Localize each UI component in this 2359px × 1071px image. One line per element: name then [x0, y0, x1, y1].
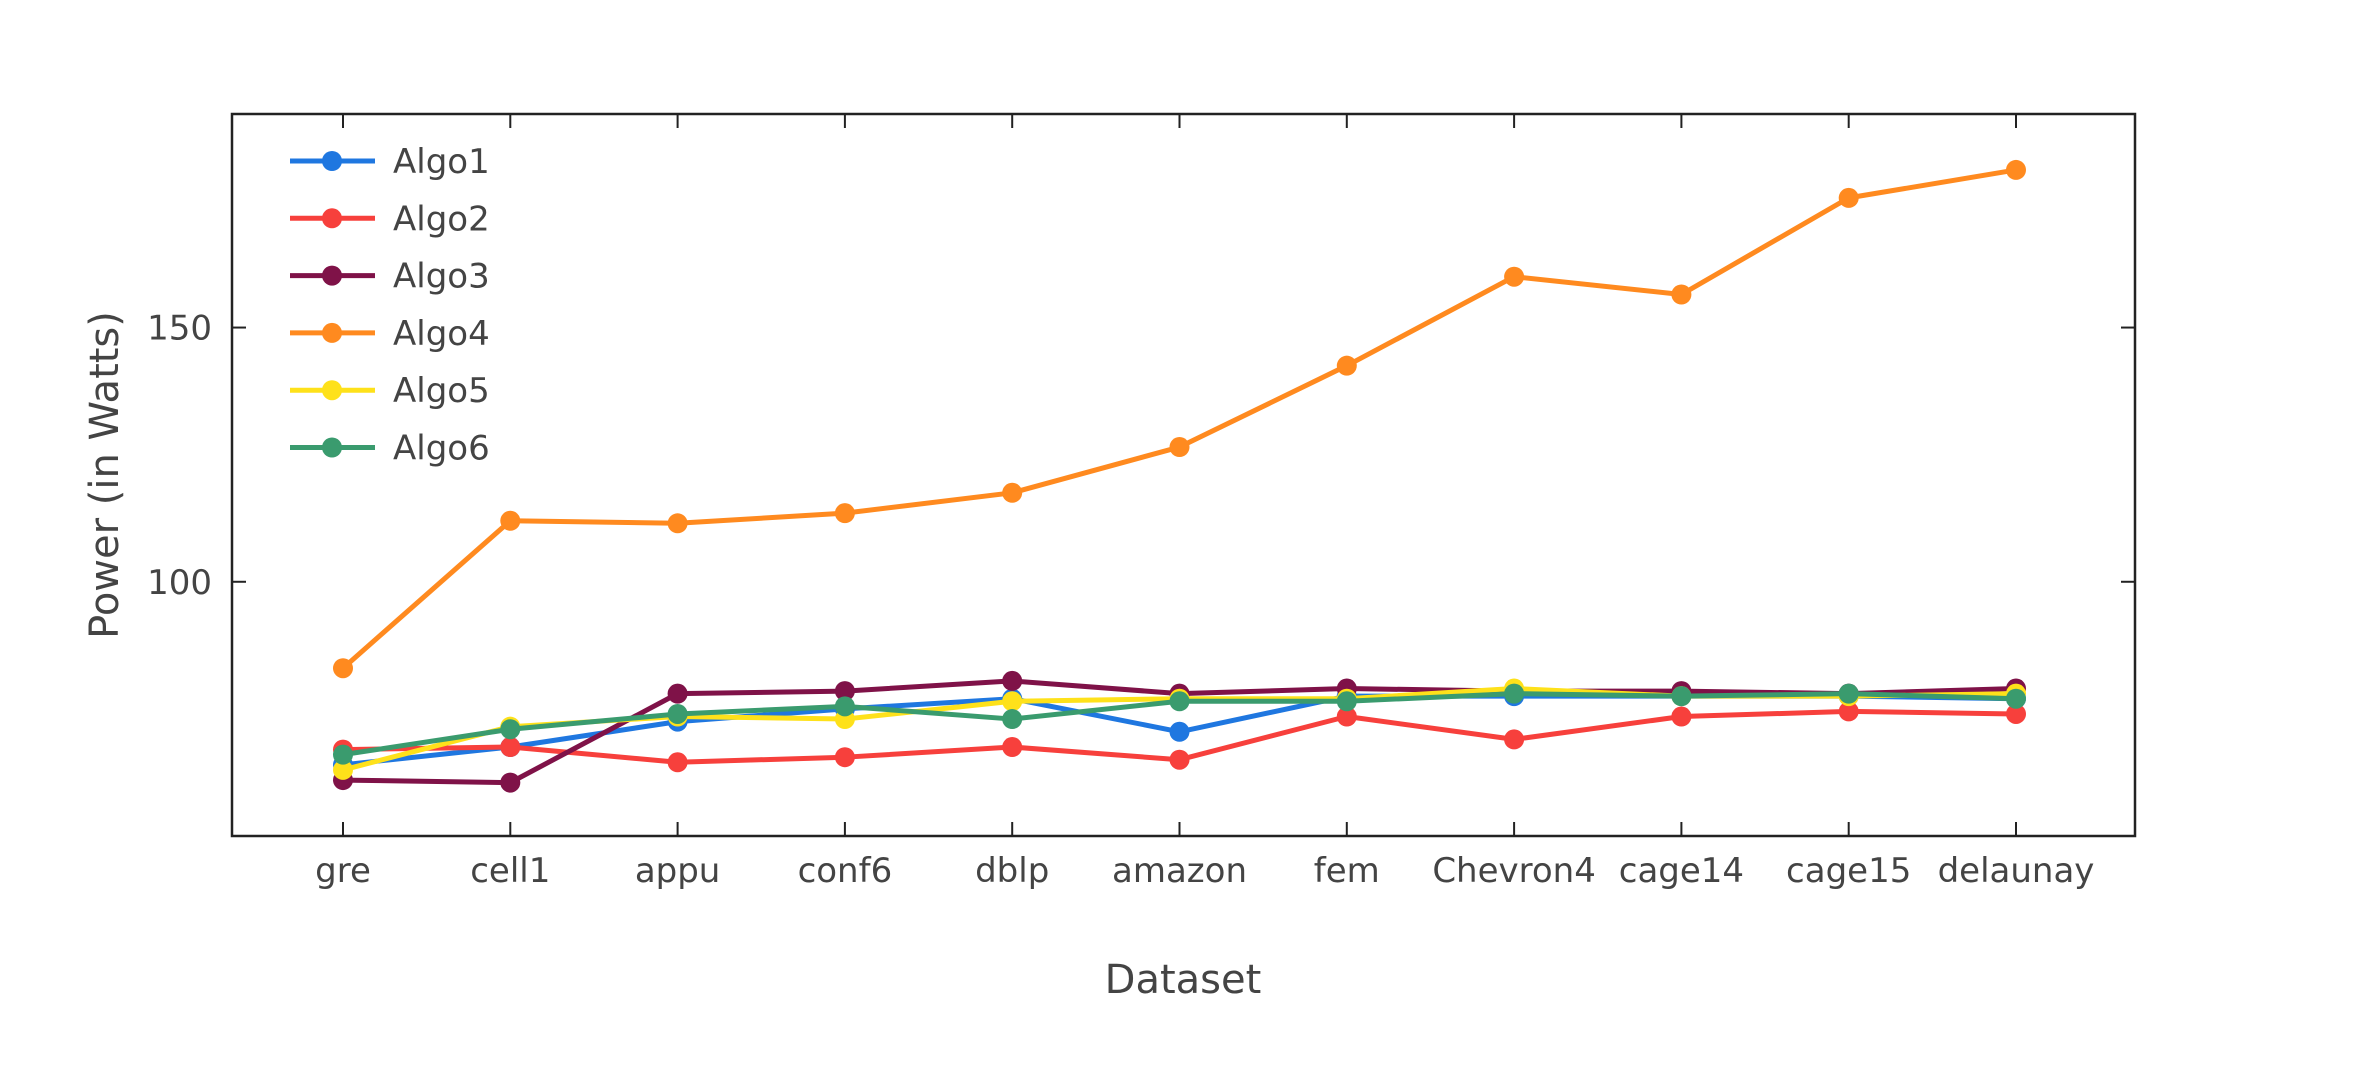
data-point — [834, 696, 855, 717]
data-point — [834, 503, 855, 524]
legend-label: Algo1 — [393, 142, 490, 182]
legend: Algo1 Algo2 Algo3 Algo4 Algo5 Algo6 — [290, 142, 490, 469]
data-point — [1504, 729, 1525, 750]
legend-label: Algo3 — [393, 257, 490, 297]
data-point — [1002, 482, 1023, 503]
data-point — [834, 681, 855, 702]
x-tick-label: conf6 — [798, 851, 893, 891]
data-point — [1838, 683, 1859, 704]
series-algo2 — [333, 701, 2026, 773]
data-point — [1671, 284, 1692, 305]
y-tick-label: 100 — [147, 563, 212, 603]
data-point — [1838, 701, 1859, 722]
data-point — [667, 752, 688, 773]
legend-marker — [322, 208, 342, 229]
data-point — [500, 719, 521, 740]
data-point — [500, 772, 521, 793]
legend-item-algo6: Algo6 — [290, 429, 490, 469]
data-point — [1336, 355, 1357, 376]
legend-label: Algo4 — [393, 314, 490, 354]
data-point — [834, 747, 855, 768]
legend-label: Algo2 — [393, 199, 490, 239]
series-line — [341, 167, 2017, 671]
legend-item-algo1: Algo1 — [290, 142, 490, 182]
legend-marker — [322, 437, 342, 458]
legend-marker — [322, 151, 342, 171]
y-axis: 100 150 — [147, 309, 2135, 603]
data-point — [1169, 437, 1190, 458]
data-point — [2006, 688, 2026, 709]
data-point — [1002, 691, 1023, 712]
data-point — [1336, 691, 1357, 712]
x-tick-label: cage15 — [1786, 851, 1911, 891]
x-tick-label: gre — [315, 851, 371, 891]
plot-frame — [230, 112, 2137, 838]
data-point — [500, 510, 521, 531]
x-tick-label: delaunay — [1938, 851, 2095, 891]
data-point — [1002, 670, 1023, 691]
legend-marker — [322, 322, 342, 343]
legend-label: Algo6 — [393, 429, 490, 469]
data-point — [1002, 737, 1023, 758]
data-point — [1671, 706, 1692, 727]
data-point — [2006, 703, 2026, 724]
data-point — [1671, 686, 1692, 707]
series-lines — [333, 159, 2026, 793]
legend-item-algo4: Algo4 — [290, 314, 490, 354]
data-point — [1169, 721, 1190, 742]
data-point — [2006, 159, 2026, 180]
x-tick-label: Chevron4 — [1432, 851, 1596, 891]
data-point — [333, 744, 353, 765]
data-point — [1336, 706, 1357, 727]
data-point — [1002, 709, 1023, 730]
x-tick-label: appu — [635, 851, 721, 891]
x-axis-title: Dataset — [1105, 957, 1262, 1003]
data-point — [1169, 749, 1190, 770]
legend-marker — [322, 380, 342, 401]
x-axis: gre cell1 appu conf6 dblp amazon fem Chevron4 ca… — [315, 114, 2094, 891]
x-tick-label: cell1 — [470, 851, 550, 891]
x-tick-label: dblp — [975, 851, 1049, 891]
data-point — [333, 658, 353, 679]
legend-item-algo2: Algo2 — [290, 199, 490, 239]
data-point — [1169, 691, 1190, 712]
data-point — [1504, 683, 1525, 704]
legend-item-algo5: Algo5 — [290, 371, 490, 411]
data-point — [667, 683, 688, 704]
legend-item-algo3: Algo3 — [290, 257, 490, 297]
y-tick-label: 150 — [147, 309, 212, 349]
data-point — [1504, 266, 1525, 287]
data-point — [333, 759, 353, 780]
data-point — [667, 513, 688, 534]
legend-marker — [322, 265, 342, 286]
y-axis-title: Power (in Watts) — [82, 311, 128, 639]
series-algo6 — [333, 683, 2026, 765]
x-tick-label: cage14 — [1619, 851, 1744, 891]
legend-label: Algo5 — [393, 371, 490, 411]
data-point — [500, 737, 521, 758]
x-tick-label: amazon — [1112, 851, 1247, 891]
x-tick-label: fem — [1314, 851, 1380, 891]
data-point — [667, 703, 688, 724]
series-algo4 — [333, 159, 2026, 679]
data-point — [1838, 187, 1859, 208]
